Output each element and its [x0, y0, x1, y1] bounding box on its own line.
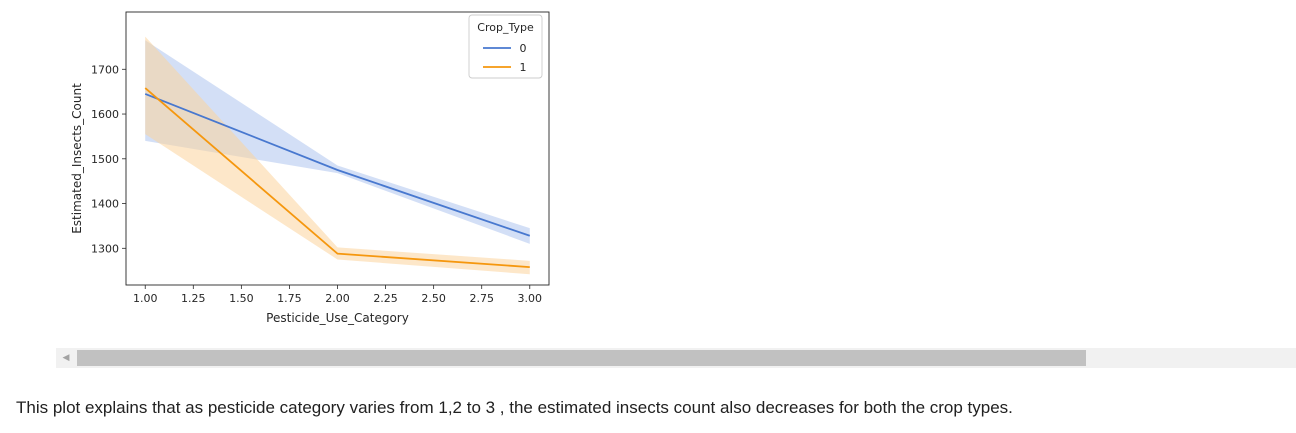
horizontal-scrollbar[interactable]: ◀: [56, 348, 1296, 368]
legend-title: Crop_Type: [477, 21, 534, 34]
legend-box: [468, 14, 543, 79]
plot-caption: This plot explains that as pesticide cat…: [16, 398, 1013, 417]
y-tick-label: 1500: [91, 153, 119, 166]
scroll-left-arrow-icon[interactable]: ◀: [62, 353, 70, 363]
chart-svg: 1.00 1.25 1.50 1.75 2.00 2.25 2.50 2.75 3.00 1300…: [70, 11, 550, 325]
line-series-1: [144, 87, 530, 268]
y-tick-label: 1300: [91, 242, 119, 255]
x-tick-label: 2.75: [469, 292, 494, 305]
legend-label-1: 1: [520, 61, 527, 74]
x-axis-label: Pesticide_Use_Category: [266, 311, 409, 325]
y-axis-label: Estimated_Insects_Count: [70, 83, 84, 234]
legend-label-0: 0: [520, 42, 527, 55]
y-tick-label: 1400: [91, 198, 119, 211]
y-tick-label: 1600: [91, 108, 119, 121]
x-tick-label: 3.00: [518, 292, 543, 305]
x-tick-label: 2.50: [421, 292, 446, 305]
x-tick-label: 1.75: [277, 292, 302, 305]
x-tick-label: 1.50: [229, 292, 254, 305]
x-tick-label: 1.25: [181, 292, 206, 305]
line-chart: 1.00 1.25 1.50 1.75 2.00 2.25 2.50 2.75 3.00 1300…: [0, 0, 600, 340]
x-tick-label: 2.00: [325, 292, 350, 305]
scrollbar-thumb[interactable]: [77, 350, 1086, 366]
y-tick-label: 1700: [91, 63, 119, 76]
line-series-0: [144, 93, 531, 237]
x-tick-label: 1.00: [133, 292, 158, 305]
x-tick-label: 2.25: [373, 292, 398, 305]
